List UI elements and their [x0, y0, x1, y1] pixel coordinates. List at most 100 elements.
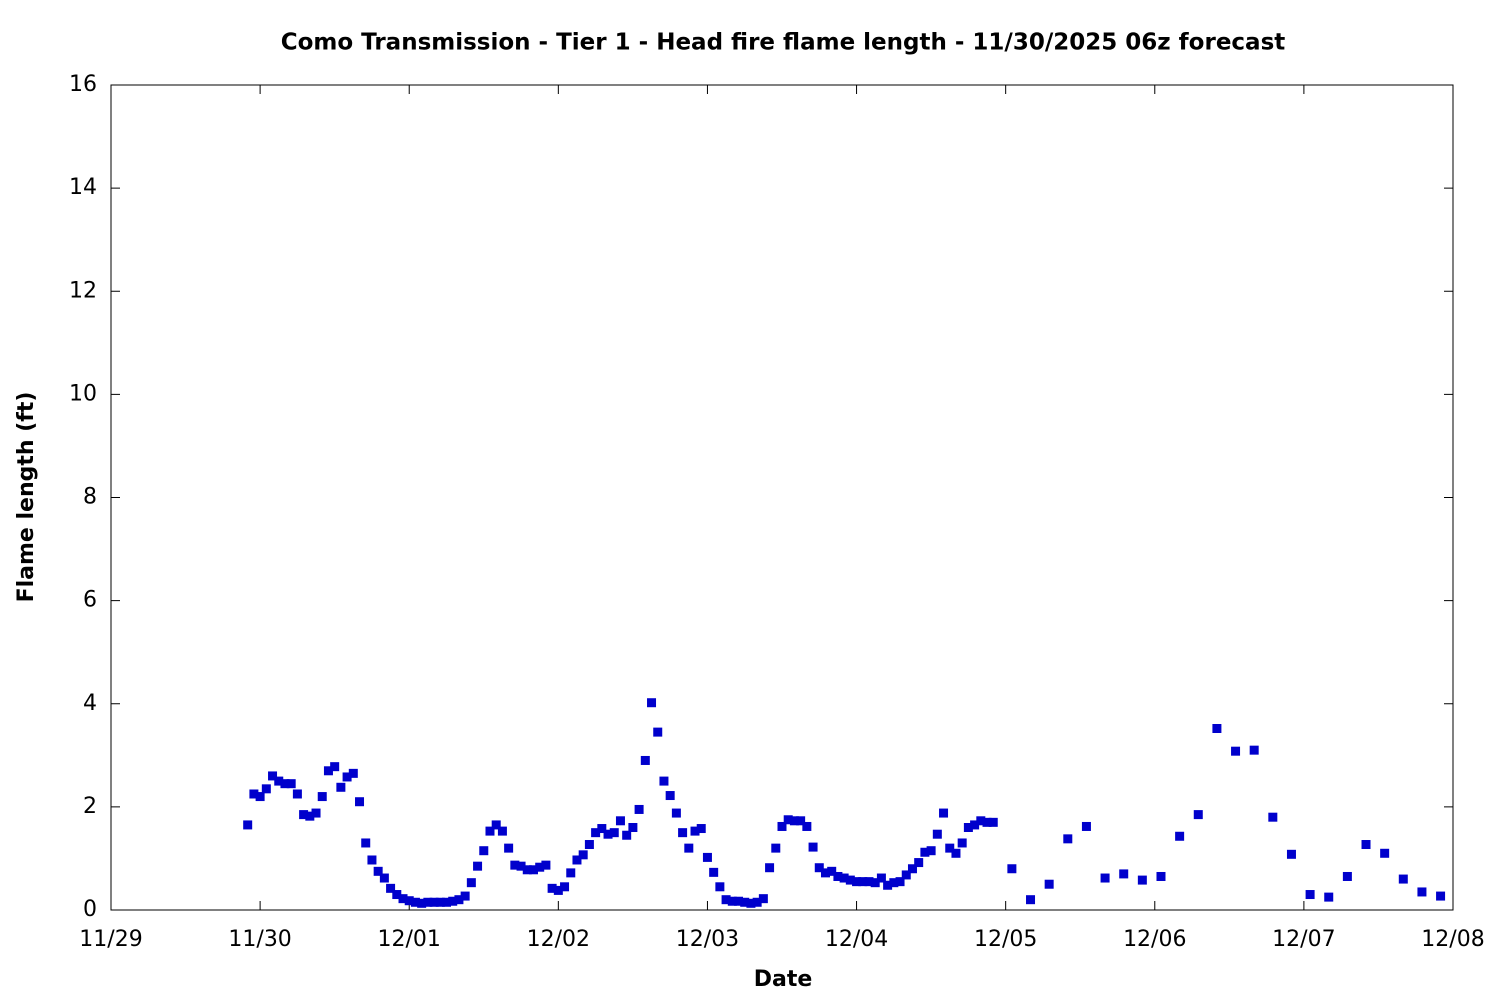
- point: [249, 789, 259, 799]
- point: [535, 862, 545, 872]
- point: [274, 776, 284, 786]
- point: [827, 866, 837, 876]
- point: [348, 768, 358, 778]
- point: [292, 789, 302, 799]
- point: [516, 861, 526, 871]
- point: [852, 877, 862, 887]
- point: [597, 824, 607, 834]
- point: [758, 894, 768, 904]
- point: [504, 843, 514, 853]
- point: [299, 810, 309, 820]
- x-tick-label: 12/07: [1272, 927, 1335, 952]
- y-axis-label: Flame length (ft): [14, 392, 39, 603]
- point: [765, 863, 775, 873]
- point: [727, 896, 737, 906]
- point: [466, 878, 476, 888]
- point: [951, 848, 961, 858]
- point: [1156, 871, 1166, 881]
- point: [939, 808, 949, 818]
- point: [404, 896, 414, 906]
- point: [957, 838, 967, 848]
- point: [982, 817, 992, 827]
- x-tick-label: 12/04: [825, 927, 888, 952]
- point: [845, 875, 855, 885]
- point: [907, 864, 917, 874]
- x-tick-label: 11/29: [79, 927, 142, 952]
- point: [820, 868, 830, 878]
- point: [448, 896, 458, 906]
- point: [622, 830, 632, 840]
- point: [417, 898, 427, 908]
- point: [1081, 821, 1091, 831]
- point: [690, 826, 700, 836]
- point: [783, 815, 793, 825]
- point: [386, 883, 396, 893]
- point: [833, 871, 843, 881]
- point: [286, 779, 296, 789]
- point: [379, 873, 389, 883]
- point: [584, 840, 594, 850]
- point: [1231, 746, 1241, 756]
- point: [392, 890, 402, 900]
- point: [323, 766, 333, 776]
- point: [1324, 892, 1334, 902]
- x-tick-label: 12/06: [1123, 927, 1186, 952]
- point: [522, 865, 532, 875]
- point: [914, 858, 924, 868]
- point: [1436, 891, 1446, 901]
- point: [628, 823, 638, 832]
- point: [839, 873, 849, 883]
- point: [1026, 895, 1036, 905]
- point: [901, 870, 911, 880]
- point: [1417, 887, 1427, 897]
- point: [572, 855, 582, 865]
- point: [1268, 812, 1278, 822]
- point: [1249, 745, 1259, 755]
- point: [355, 797, 365, 807]
- point: [311, 808, 321, 818]
- point: [932, 829, 942, 839]
- point: [789, 816, 799, 826]
- point: [634, 804, 644, 814]
- point: [746, 898, 756, 908]
- point: [373, 866, 383, 876]
- point: [442, 897, 451, 907]
- point: [609, 828, 619, 838]
- point: [398, 894, 408, 904]
- point: [802, 821, 812, 831]
- point: [715, 882, 725, 892]
- point: [870, 878, 880, 888]
- point: [1193, 810, 1203, 820]
- y-tick-label: 16: [69, 72, 97, 97]
- point: [280, 779, 290, 789]
- point: [429, 897, 439, 907]
- point: [1175, 831, 1185, 841]
- point: [491, 820, 501, 830]
- point: [1305, 890, 1315, 900]
- point: [678, 828, 688, 838]
- point: [970, 820, 980, 830]
- point: [361, 838, 371, 848]
- point: [640, 755, 650, 765]
- point: [671, 808, 681, 818]
- point: [460, 891, 470, 901]
- point: [889, 878, 899, 888]
- x-tick-label: 12/03: [676, 927, 739, 952]
- point: [485, 826, 495, 836]
- point: [721, 895, 731, 905]
- point: [330, 762, 340, 772]
- point: [305, 811, 315, 821]
- point: [1044, 879, 1054, 889]
- point: [864, 877, 874, 887]
- y-tick-label: 0: [83, 897, 97, 922]
- point: [268, 771, 278, 781]
- point: [988, 817, 998, 827]
- x-tick-label: 12/01: [378, 927, 441, 952]
- point: [423, 897, 433, 907]
- point: [479, 846, 489, 856]
- point: [647, 698, 657, 708]
- point: [1342, 871, 1352, 881]
- point: [920, 847, 930, 857]
